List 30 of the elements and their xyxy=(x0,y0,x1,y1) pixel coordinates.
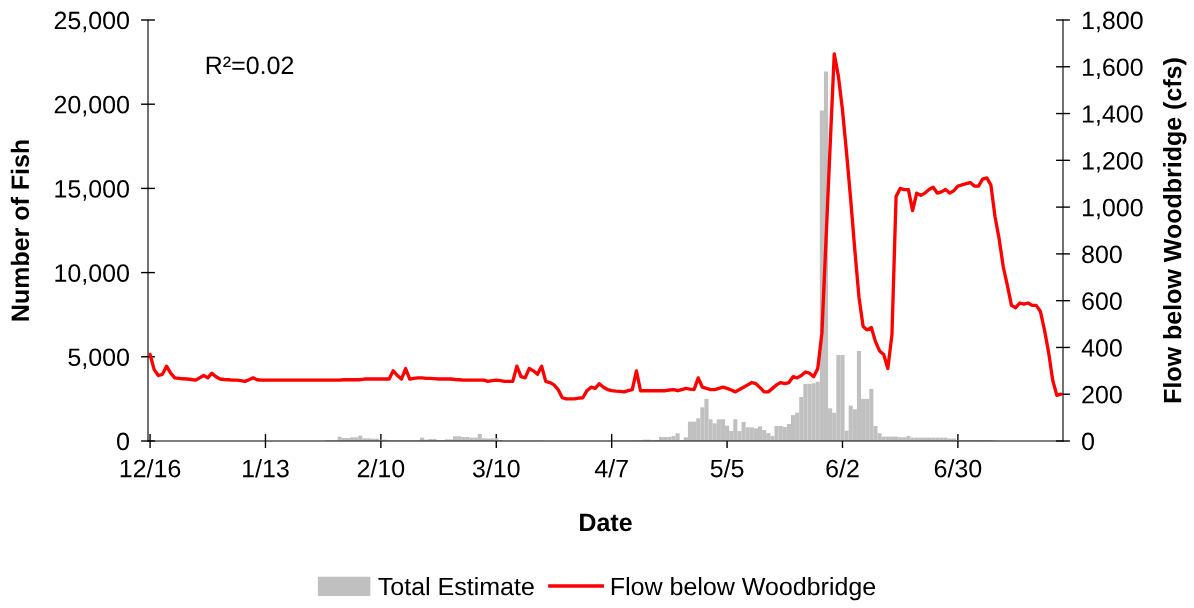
y2-tick-label: 0 xyxy=(1082,432,1094,451)
y2-tick-label: 600 xyxy=(1082,292,1122,310)
y-tick-label: 15,000 xyxy=(55,180,129,201)
y2-axis-title: Flow below Woodbridge (cfs) xyxy=(1163,58,1187,403)
y2-tick-label: 1,600 xyxy=(1082,58,1143,80)
y-tick-label: 0 xyxy=(117,432,129,451)
legend-label: Flow below Woodbridge xyxy=(611,576,876,601)
x-tick-label: 12/16 xyxy=(120,459,181,478)
x-tick-label: 4/7 xyxy=(594,459,628,478)
x-axis-title: Date xyxy=(580,513,632,532)
x-tick-label: 6/2 xyxy=(826,459,859,478)
y2-tick-label: 800 xyxy=(1082,245,1122,264)
y2-tick-label: 400 xyxy=(1081,339,1122,357)
legend-label: Total Estimate xyxy=(378,576,534,596)
y-axis-title: Number of Fish xyxy=(10,140,30,321)
x-tick-label: 6/30 xyxy=(934,459,982,478)
x-tick-label: 2/10 xyxy=(357,459,405,478)
y-tick-label: 20,000 xyxy=(54,95,129,117)
y2-tick-label: 1,400 xyxy=(1082,105,1143,126)
y2-tick-label: 1,000 xyxy=(1082,198,1143,220)
y-tick-label: 25,000 xyxy=(54,11,129,33)
annotation: R²=0.02 xyxy=(206,56,294,75)
y-tick-label: 5,000 xyxy=(68,348,129,370)
y2-tick-label: 1,200 xyxy=(1082,151,1143,173)
y-tick-label: 10,000 xyxy=(55,264,129,285)
x-tick-label: 1/13 xyxy=(243,459,289,478)
y2-tick-label: 1,800 xyxy=(1082,11,1143,33)
x-tick-label: 3/10 xyxy=(472,459,520,478)
y2-tick-label: 200 xyxy=(1082,385,1122,404)
x-tick-label: 5/5 xyxy=(710,459,744,478)
